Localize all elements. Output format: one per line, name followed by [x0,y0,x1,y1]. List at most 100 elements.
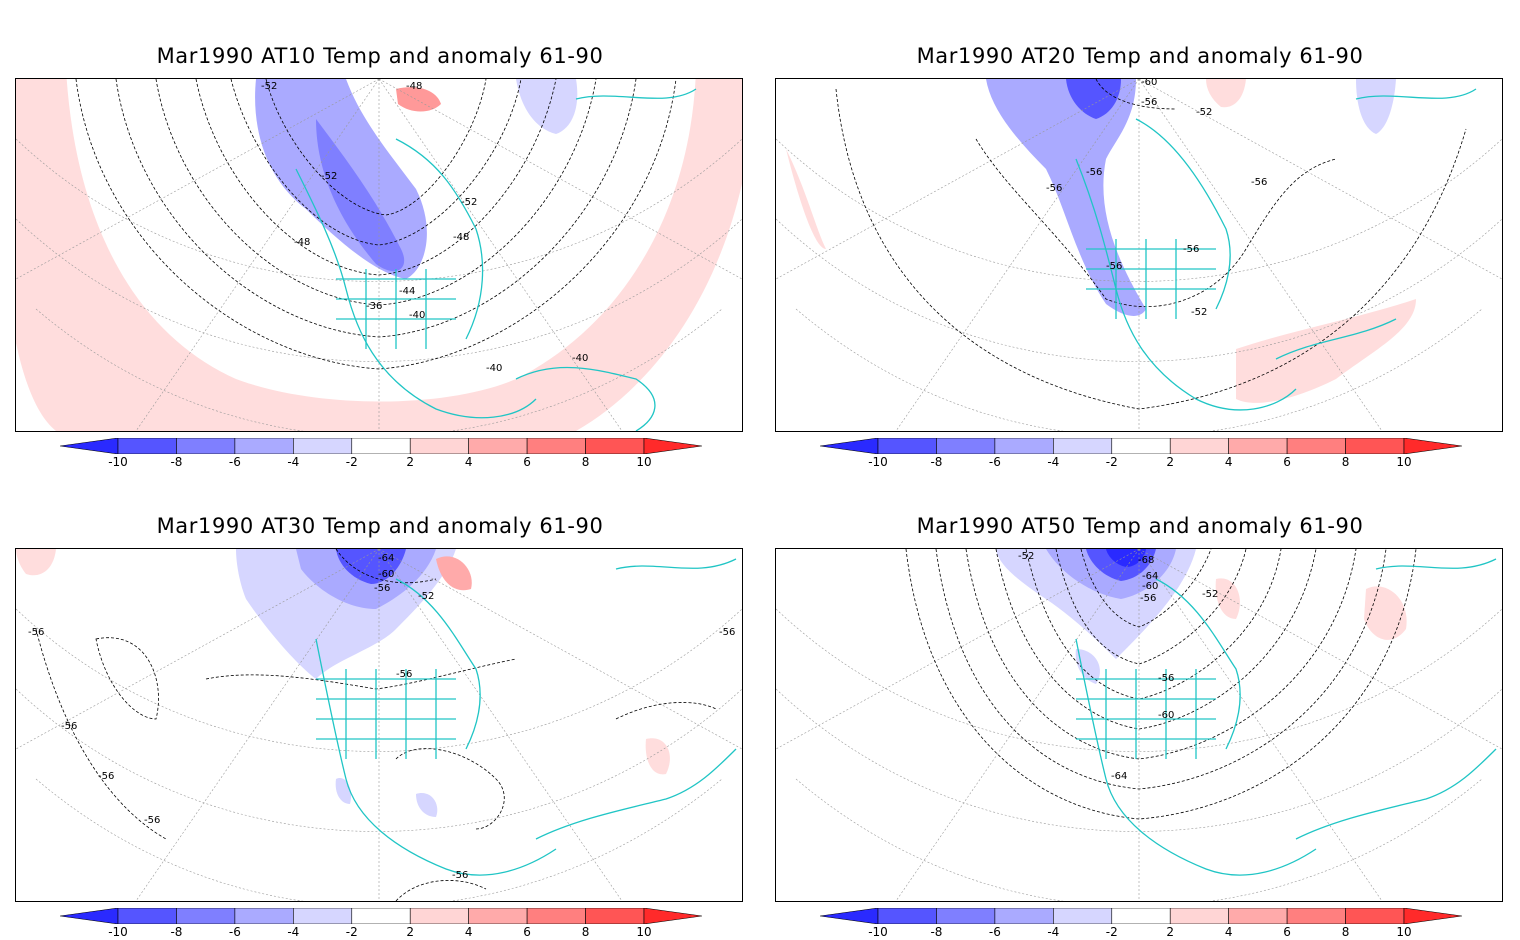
colorbar-segment [409,438,469,454]
colorbar-segment [936,438,996,454]
colorbar-tick-label: -2 [1105,455,1118,469]
colorbar-tick-label: -8 [930,925,943,939]
colorbar [820,908,1462,924]
contour-label: -40 [486,363,503,374]
contour-label: -40 [409,310,426,321]
colorbar-segment [585,438,645,454]
contour-label: -60 [1158,710,1175,721]
contour-label: -52 [1018,551,1035,562]
colorbar-tick-label: -8 [170,455,183,469]
colorbar-tick-label: 4 [464,925,473,939]
colorbar-arrow-low [60,438,119,454]
colorbar-tick-label: -10 [868,925,888,939]
contour-label: -52 [261,81,278,92]
colorbar-segment [468,438,528,454]
colorbar-graphic [820,908,1462,924]
colorbar-segment [1286,908,1346,924]
colorbar-tick-label: 8 [1341,455,1350,469]
colorbar [60,438,702,454]
anomaly-map [776,79,1502,431]
panel-title: Mar1990 AT10 Temp and anomaly 61-90 [156,44,604,68]
panel-title: Mar1990 AT30 Temp and anomaly 61-90 [156,514,604,538]
colorbar-segment [877,908,937,924]
colorbar-tick-label: 8 [1341,925,1350,939]
colorbar-arrow-low [820,908,879,924]
contour-label: -56 [1140,593,1157,604]
colorbar-tick-label: 6 [523,925,531,939]
colorbar-tick-label: 6 [1283,455,1291,469]
colorbar-tick-label: 10 [1396,925,1412,939]
contour-label: -40 [572,353,589,364]
colorbar-tick-label: 2 [406,925,415,939]
colorbar-segment [293,908,353,924]
colorbar-tick-label: -4 [287,455,300,469]
colorbar-tick-label: -6 [988,925,1001,939]
contour-label: -52 [321,171,338,182]
colorbar-segment [877,438,937,454]
colorbar-segment [1169,908,1229,924]
colorbar-segment [1286,438,1346,454]
colorbar-tick-label: -2 [345,455,358,469]
colorbar-segment [293,438,353,454]
panel-title: Mar1990 AT50 Temp and anomaly 61-90 [916,514,1364,538]
contour-label: -56 [1046,183,1063,194]
contour-label: -52 [1191,307,1208,318]
colorbar-tick-label: -10 [868,455,888,469]
colorbar-tick-label: -6 [228,455,241,469]
colorbar-tick-label: 4 [464,455,473,469]
contour-label: -48 [406,81,423,92]
colorbar-tick-label: -10 [108,455,128,469]
colorbar-segment [585,908,645,924]
colorbar-segment [1053,908,1113,924]
colorbar-segment [176,908,236,924]
colorbar-tick-label: 2 [1166,455,1175,469]
contour-label: -56 [1158,673,1175,684]
colorbar-tick-label: 6 [523,455,531,469]
contour-label: -56 [452,870,469,881]
colorbar-arrow-high [643,908,702,924]
colorbar-tick-label: 8 [581,925,590,939]
contour-label: -52 [1196,107,1213,118]
colorbar-segment [1111,908,1171,924]
colorbar-segment [351,908,411,924]
contour-label: -44 [399,286,416,297]
contour-label: -56 [1086,167,1103,178]
colorbar-segment [1228,908,1288,924]
contour-label: -56 [1251,177,1268,188]
colorbar-tick-label: 4 [1224,455,1233,469]
contour-label: -36 [366,301,383,312]
colorbar-tick-label: -4 [287,925,300,939]
colorbar-segment [234,438,294,454]
colorbar-tick-label: -4 [1047,925,1060,939]
contour-label: -56 [1183,244,1200,255]
colorbar-segment [234,908,294,924]
colorbar-graphic [820,438,1462,454]
map-frame: -60 -56 -52 -56 -56 -56 -56 -56 -52 [775,78,1503,432]
colorbar-segment [1053,438,1113,454]
colorbar-tick-label: 2 [1166,925,1175,939]
contour-label: -56 [98,771,115,782]
colorbar [60,908,702,924]
contour-label: -52 [418,591,435,602]
contour-label: -48 [453,232,470,243]
map-panel-at20: Mar1990 AT20 Temp and anomaly 61-90 [760,0,1520,470]
map-panel-at10: Mar1990 AT10 Temp and anomaly 61-90 [0,0,760,470]
colorbar-arrow-low [820,438,879,454]
colorbar-tick-label: 8 [581,455,590,469]
colorbar-arrow-high [643,438,702,454]
contour-label: -64 [378,553,395,564]
colorbar-tick-label: -6 [228,925,241,939]
colorbar-arrow-high [1403,908,1462,924]
contour-label: -52 [1202,589,1219,600]
colorbar-segment [1169,438,1229,454]
colorbar-tick-label: -8 [930,455,943,469]
contour-label: -68 [1138,555,1155,566]
colorbar-tick-label: -10 [108,925,128,939]
colorbar-labels: -10 -8 -6 -4 -2 2 4 6 8 10 [60,925,702,939]
contour-label: -56 [719,627,736,638]
map-frame: -52 -48 -52 -52 -48 -48 -44 -36 -40 -40 … [15,78,743,432]
contour-label: -56 [396,669,413,680]
colorbar-tick-label: 10 [636,925,652,939]
anomaly-map [16,549,742,901]
colorbar-segment [409,908,469,924]
